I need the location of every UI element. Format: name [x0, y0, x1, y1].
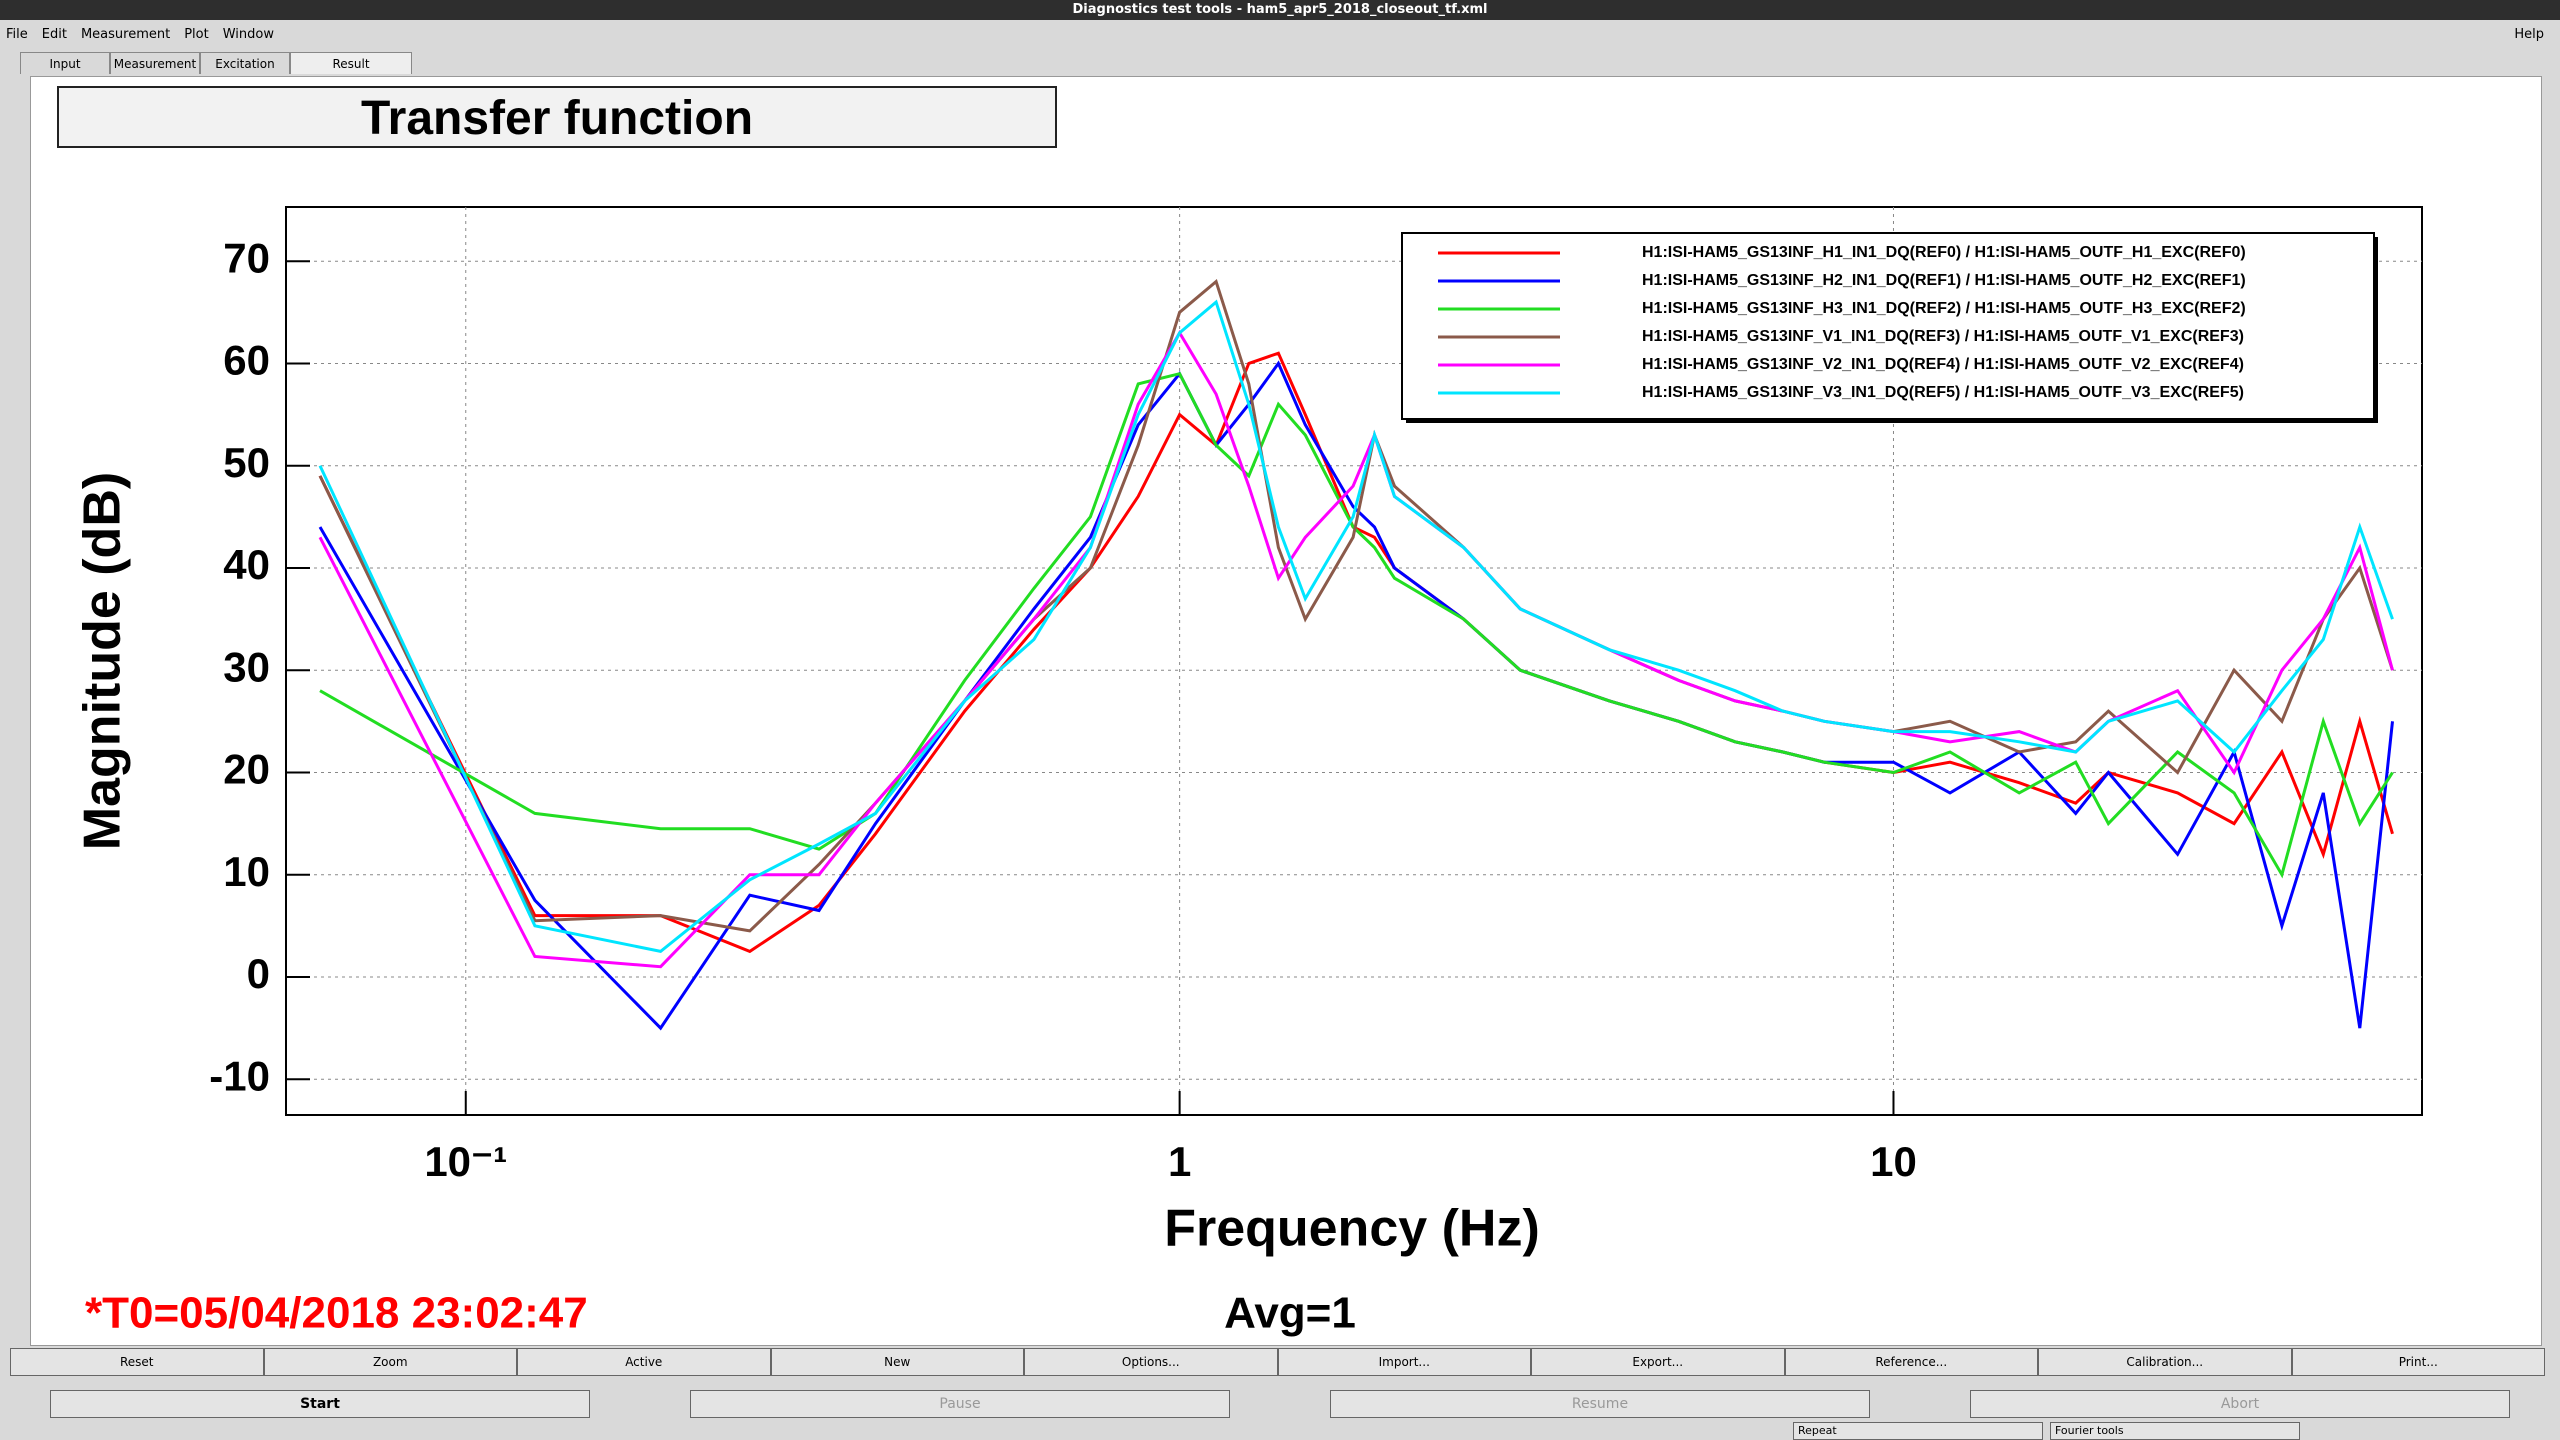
- x-tick-label: 10: [1870, 1138, 1917, 1185]
- menu[interactable]: Window: [222, 27, 274, 42]
- status-bar: Repeat Fourier tools: [0, 1422, 2560, 1440]
- menu[interactable]: File: [6, 27, 28, 42]
- y-tick-label: 50: [223, 439, 270, 486]
- button[interactable]: Pause: [690, 1390, 1230, 1418]
- title-bar: Diagnostics test tools - ham5_apr5_2018_…: [0, 0, 2560, 20]
- status-field: Repeat: [1793, 1422, 2043, 1440]
- button[interactable]: Resume: [1330, 1390, 1870, 1418]
- button-row: Reset Zoom Active New Options... Import... Exp…: [10, 1348, 2545, 1376]
- y-tick-label: 10: [223, 848, 270, 895]
- y-tick-label: 40: [223, 541, 270, 588]
- plot-title: Transfer function: [57, 86, 1057, 148]
- legend-label: H1:ISI-HAM5_GS13INF_V3_IN1_DQ(REF5) / H1…: [1642, 384, 2244, 401]
- x-tick-label: 1: [1168, 1138, 1191, 1185]
- control-row: Start Pause Resume Abort: [50, 1390, 2510, 1418]
- button[interactable]: New: [770, 1348, 1024, 1376]
- menu[interactable]: Edit: [41, 27, 67, 42]
- tab[interactable]: Input: [20, 52, 110, 74]
- button[interactable]: Abort: [1970, 1390, 2510, 1418]
- tab[interactable]: Measurement: [110, 52, 200, 74]
- menu[interactable]: Measurement: [80, 27, 171, 42]
- t0-label: *T0=05/04/2018 23:02:47: [85, 1289, 588, 1338]
- menu[interactable]: Plot: [184, 27, 209, 42]
- tab[interactable]: Result: [290, 52, 412, 74]
- button[interactable]: Reset: [10, 1348, 264, 1376]
- y-tick-label: 70: [223, 234, 270, 281]
- legend-label: H1:ISI-HAM5_GS13INF_V2_IN1_DQ(REF4) / H1…: [1642, 356, 2244, 373]
- series-line: [318, 299, 2394, 954]
- button[interactable]: Reference...: [1784, 1348, 2038, 1376]
- y-axis-label: Magnitude (dB): [74, 472, 132, 850]
- chart: Frequency (Hz) Magnitude (dB) *T0=05/04/…: [74, 206, 2423, 1338]
- legend-label: H1:ISI-HAM5_GS13INF_V1_IN1_DQ(REF3) / H1…: [1642, 328, 2244, 345]
- series-line: [319, 371, 2394, 879]
- legend-label: H1:ISI-HAM5_GS13INF_H1_IN1_DQ(REF0) / H1…: [1642, 244, 2246, 261]
- button[interactable]: Options...: [1024, 1348, 1278, 1376]
- tabs: Input Measurement Excitation Result: [20, 52, 412, 74]
- legend-label: H1:ISI-HAM5_GS13INF_H2_IN1_DQ(REF1) / H1…: [1642, 272, 2246, 289]
- button[interactable]: Import...: [1277, 1348, 1531, 1376]
- button[interactable]: Calibration...: [2038, 1348, 2292, 1376]
- window-title: Diagnostics test tools - ham5_apr5_2018_…: [1072, 2, 1488, 17]
- button[interactable]: Export...: [1531, 1348, 1785, 1376]
- button[interactable]: Print...: [2291, 1348, 2545, 1376]
- x-axis-label: Frequency (Hz): [1164, 1200, 1540, 1258]
- status-field: Fourier tools: [2050, 1422, 2300, 1440]
- menu-bar: File Edit Measurement Plot Window Help: [0, 20, 2560, 50]
- tab[interactable]: Excitation: [200, 52, 290, 74]
- button[interactable]: Start: [50, 1390, 590, 1418]
- legend-label: H1:ISI-HAM5_GS13INF_H3_IN1_DQ(REF2) / H1…: [1642, 300, 2246, 317]
- button[interactable]: Zoom: [263, 1348, 517, 1376]
- menu[interactable]: Help: [2514, 27, 2544, 42]
- avg-label: Avg=1: [1224, 1289, 1356, 1338]
- y-tick-label: 60: [223, 337, 270, 384]
- y-tick-label: -10: [209, 1052, 270, 1099]
- legend: [1401, 232, 2375, 420]
- x-tick-label: 10⁻¹: [424, 1138, 507, 1185]
- y-tick-label: 0: [247, 950, 270, 997]
- button[interactable]: Active: [517, 1348, 771, 1376]
- y-tick-label: 20: [223, 746, 270, 793]
- y-tick-label: 30: [223, 643, 270, 690]
